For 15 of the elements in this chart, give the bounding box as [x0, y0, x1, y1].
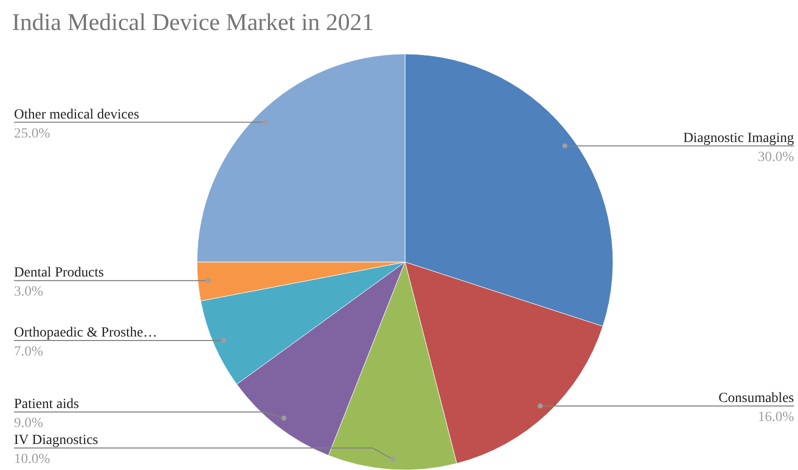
data-label: 16.0%: [758, 410, 794, 426]
data-label: 30.0%: [758, 150, 794, 165]
slice-label: Dental Products: [14, 266, 104, 281]
data-label: 25.0%: [14, 126, 50, 142]
slice-label: IV Diagnostics: [14, 433, 98, 448]
chart-title: India Medical Device Market in 2021: [12, 10, 374, 36]
slice-label: Consumables: [718, 391, 794, 406]
data-label: 10.0%: [14, 452, 50, 467]
slice-label: Patient aids: [14, 397, 79, 412]
data-label: 3.0%: [14, 284, 44, 300]
slice-label: Orthopaedic & Prosthe…: [14, 325, 158, 340]
slice-label: Diagnostic Imaging: [683, 130, 794, 146]
data-label: 9.0%: [14, 416, 44, 431]
slice-label: Other medical devices: [14, 107, 140, 122]
data-label: 7.0%: [14, 344, 44, 360]
